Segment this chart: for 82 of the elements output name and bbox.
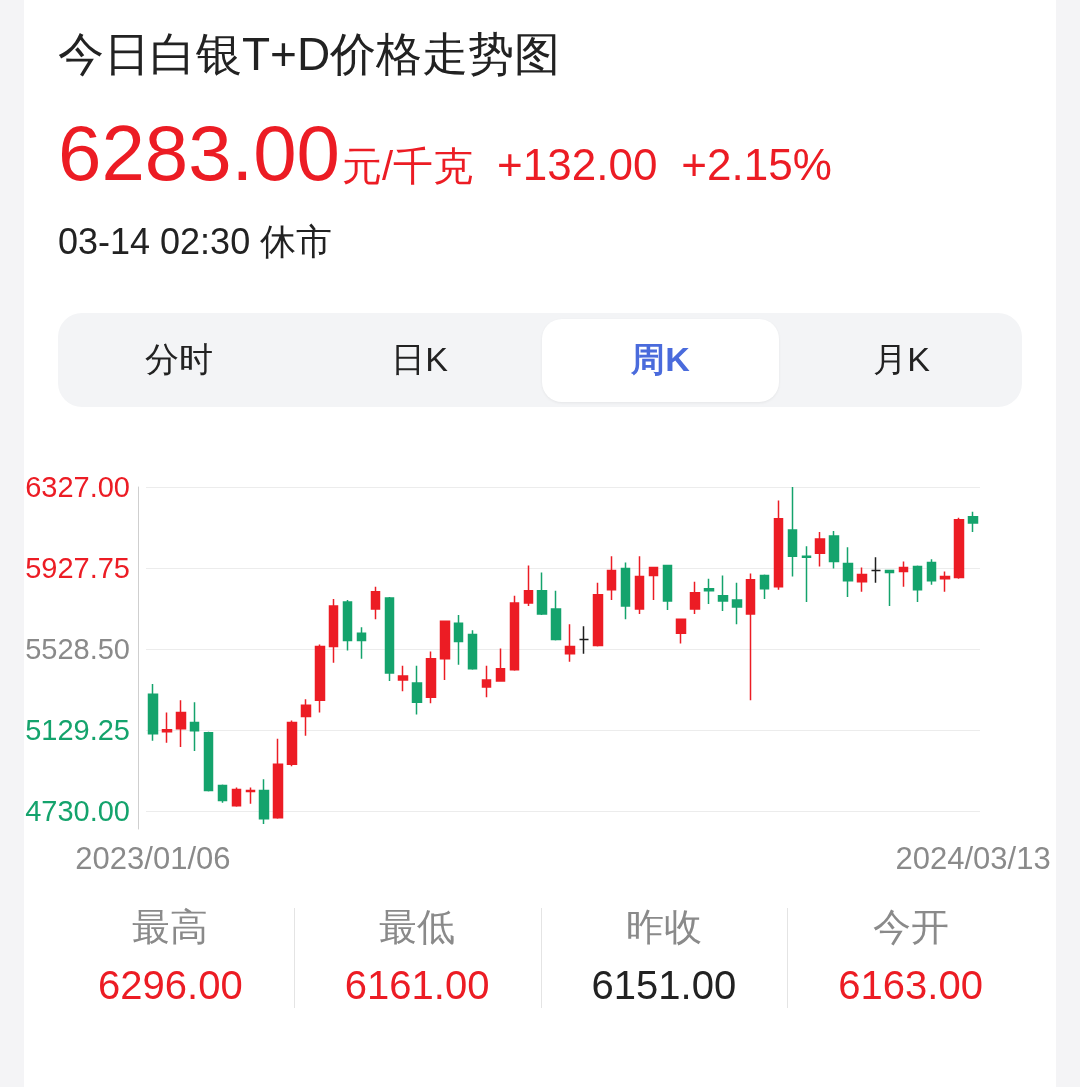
- candlestick: [161, 711, 173, 744]
- candlestick: [495, 647, 506, 682]
- candlestick: [411, 665, 423, 716]
- candlestick: [578, 625, 590, 655]
- text: 6296.00: [98, 962, 243, 1009]
- text: 最低: [379, 905, 456, 950]
- candlestick: [481, 665, 492, 698]
- candlestick: [703, 577, 715, 605]
- candlestick: [842, 546, 854, 598]
- chart-title: 今日白银T+D价格走势图: [58, 27, 561, 82]
- candlestick: [564, 623, 576, 663]
- candlestick: [717, 574, 729, 612]
- candlestick: [648, 566, 659, 601]
- candlestick: [147, 683, 159, 742]
- candlestick: [258, 778, 270, 825]
- candlestick: [759, 573, 770, 600]
- candlestick: [912, 564, 923, 603]
- candlestick: [300, 698, 312, 737]
- candlestick: [286, 719, 298, 767]
- text: 03-14 02:30 休市: [58, 220, 333, 264]
- candlestick: [439, 620, 451, 681]
- candlestick: [953, 517, 965, 580]
- candlestick: [245, 786, 256, 805]
- candlestick: [787, 486, 798, 578]
- text: 6161.00: [344, 962, 490, 1009]
- candlestick: [939, 570, 951, 593]
- candlestick: [425, 650, 437, 705]
- y-tick-label: 5528.50: [25, 632, 130, 665]
- text: 6151.00: [591, 962, 737, 1009]
- candlestick: [550, 590, 562, 642]
- text: 月K: [873, 339, 930, 380]
- candlestick: [231, 786, 242, 808]
- x-tick-label: 2023/01/06: [75, 841, 231, 876]
- candlestick: [272, 738, 284, 820]
- candlestick: [592, 581, 604, 648]
- candlestick: [606, 555, 617, 601]
- candlestick: [884, 569, 895, 607]
- text: 日K: [391, 339, 448, 380]
- candlestick: [536, 571, 548, 616]
- candlestick: [620, 561, 631, 620]
- candlestick: [689, 580, 701, 615]
- candlestick: [203, 730, 214, 793]
- candlestick: [384, 596, 395, 682]
- candlestick: [731, 581, 743, 625]
- candlestick: [801, 545, 812, 603]
- text: 最高: [132, 905, 209, 950]
- candlestick: [328, 598, 339, 664]
- candlestick: [634, 555, 645, 615]
- candlestick: [467, 629, 478, 671]
- candlestick: [314, 643, 326, 714]
- text: 昨收: [625, 905, 702, 950]
- candlestick: [828, 530, 840, 570]
- candlestick: [814, 531, 826, 568]
- candlestick: [675, 618, 687, 645]
- candlestick: [967, 510, 979, 533]
- candlestick: [217, 783, 228, 804]
- text: 分时: [144, 339, 213, 380]
- candlestick: [856, 566, 868, 593]
- candlestick: [370, 585, 381, 620]
- candlestick: [745, 572, 756, 702]
- candlestick: [453, 614, 464, 666]
- text: 今开: [872, 905, 949, 950]
- y-tick-label: 5927.75: [25, 551, 130, 584]
- text: 6163.00: [838, 962, 983, 1009]
- y-tick-label: 4730.00: [25, 794, 130, 827]
- candlestick: [898, 560, 909, 588]
- candlestick: [397, 665, 409, 692]
- candlestick: [356, 626, 367, 660]
- chart-subtitle: 6283.00元/千克 +132.00 +2.15%: [58, 108, 832, 198]
- candlestick: [509, 595, 520, 672]
- candlestick: [342, 599, 353, 652]
- candlestick: [926, 558, 937, 586]
- candlestick: [189, 701, 200, 752]
- candlestick: [523, 564, 534, 607]
- text: 周K: [631, 339, 690, 380]
- y-tick-label: 6327.00: [25, 471, 130, 503]
- candlestick: [870, 556, 882, 584]
- candlestick: [773, 499, 784, 591]
- candlestick: [175, 699, 187, 748]
- y-tick-label: 5129.25: [25, 713, 130, 746]
- x-tick-label: 2024/03/13: [895, 841, 1051, 876]
- candlestick: [662, 564, 673, 611]
